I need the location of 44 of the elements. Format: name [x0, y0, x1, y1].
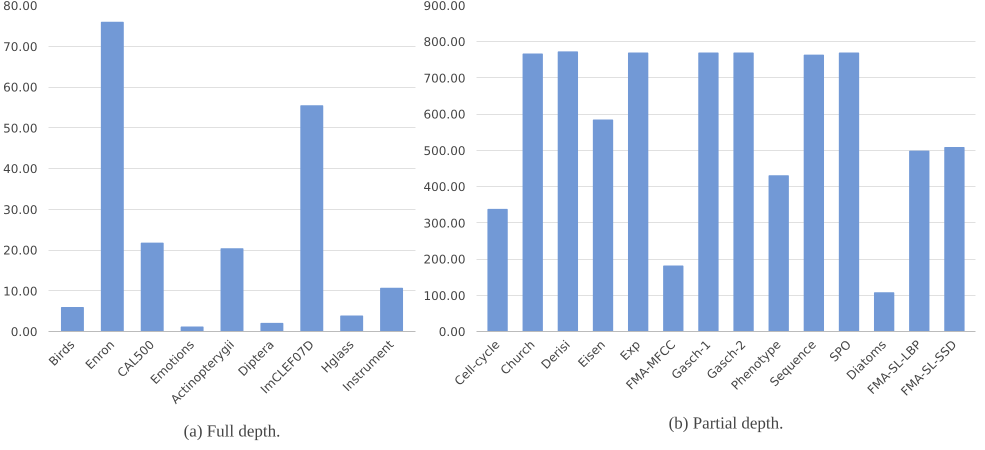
y-tick-label: 70.00: [3, 40, 38, 54]
bar: [628, 52, 648, 332]
bar: [522, 54, 543, 332]
y-tick-label: 20.00: [3, 244, 38, 258]
bar: [60, 306, 84, 332]
y-tick-label: 500.00: [424, 144, 466, 158]
bar: [140, 242, 164, 332]
y-tick-label: 60.00: [3, 80, 38, 94]
y-tick-label: 300.00: [424, 216, 466, 230]
bar: [874, 292, 894, 332]
y-tick-label: 40.00: [3, 162, 38, 176]
bar: [180, 326, 204, 332]
bar: [340, 316, 364, 332]
y-tick-label: 30.00: [3, 202, 38, 217]
y-tick-label: 400.00: [424, 180, 466, 194]
bar: [733, 52, 754, 332]
y-tick-label: 200.00: [424, 252, 466, 267]
bar: [100, 22, 124, 332]
bar: [768, 175, 789, 332]
y-tick-label: 0.00: [10, 325, 38, 339]
bar: [300, 105, 324, 332]
y-tick-label: 80.00: [3, 0, 38, 13]
bar: [909, 150, 930, 332]
y-tick-label: 100.00: [424, 288, 466, 303]
bar: [663, 265, 684, 332]
bar: [380, 288, 404, 332]
bar: [804, 54, 824, 332]
bar: [944, 146, 965, 332]
y-tick-label: 10.00: [3, 284, 38, 298]
bar: [838, 52, 860, 332]
bar: [698, 52, 719, 332]
bar: [592, 119, 614, 332]
bar: [260, 322, 284, 332]
y-tick-label: 700.00: [424, 71, 466, 86]
y-tick-label: 800.00: [424, 35, 466, 50]
y-tick-label: 600.00: [424, 108, 466, 122]
y-tick-label: 50.00: [3, 121, 38, 136]
bar: [220, 248, 244, 332]
y-tick-label: 0.00: [438, 325, 466, 339]
bar: [487, 208, 508, 332]
text: (a) Full depth.: [184, 422, 280, 440]
text: (b) Partial depth.: [668, 414, 784, 432]
y-tick-label: 900.00: [424, 0, 466, 13]
bar: [558, 51, 578, 332]
